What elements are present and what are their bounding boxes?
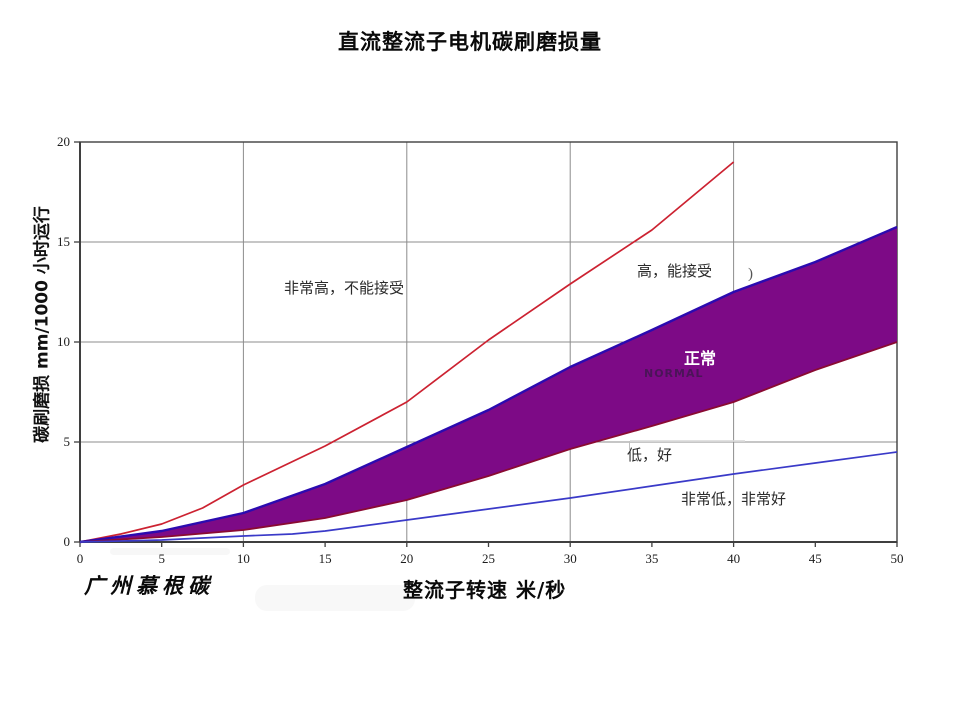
annotation-very-high: 非常高，不能接受 [284, 279, 405, 297]
x-tick-label: 40 [727, 551, 741, 566]
x-tick-label: 50 [890, 551, 904, 566]
normal-band-bottom-edge [79, 341, 898, 543]
x-tick-label: 10 [236, 551, 250, 566]
x-tick-label: 5 [158, 551, 165, 566]
annotation-low: 低，好 [627, 446, 673, 464]
x-tick-label: 45 [808, 551, 822, 566]
very-low-wear-line [79, 451, 898, 543]
erased-text-artifact [630, 440, 745, 442]
faint-watermark-smudge [110, 548, 230, 555]
brand-logo-text: 广州慕根碳 [84, 574, 214, 598]
faint-watermark-smudge [255, 585, 415, 611]
y-tick-label: 0 [63, 534, 71, 549]
x-tick-label: 15 [318, 551, 332, 566]
very-high-wear-line [79, 161, 735, 543]
x-tick-label: 25 [482, 551, 495, 566]
y-axis-title: 碳刷磨损 mm/1000 小时运行 [32, 206, 53, 443]
annotation-paren-artifact: ) [748, 266, 753, 282]
annotation-high: 高，能接受 [637, 262, 713, 280]
normal-band-area [80, 227, 897, 542]
y-tick-label: 20 [57, 134, 70, 149]
chart-title: 直流整流子电机碳刷磨损量 [338, 30, 602, 54]
x-axis-title: 整流子转速 米/秒 [403, 578, 567, 602]
normal-band-top-edge [79, 225, 898, 544]
annotation-very-low: 非常低，非常好 [681, 490, 787, 508]
annotation-normal: 正常 [684, 349, 717, 368]
y-tick-label: 15 [57, 234, 70, 249]
x-tick-label: 0 [76, 551, 84, 566]
x-tick-label: 30 [563, 551, 577, 566]
x-tick-label: 20 [400, 551, 414, 566]
y-tick-label: 10 [57, 334, 70, 349]
erased-text-artifact [629, 441, 630, 450]
y-tick-label: 5 [63, 434, 71, 449]
x-tick-label: 35 [645, 551, 659, 566]
annotation-normal-english: NORMAL [644, 367, 704, 380]
